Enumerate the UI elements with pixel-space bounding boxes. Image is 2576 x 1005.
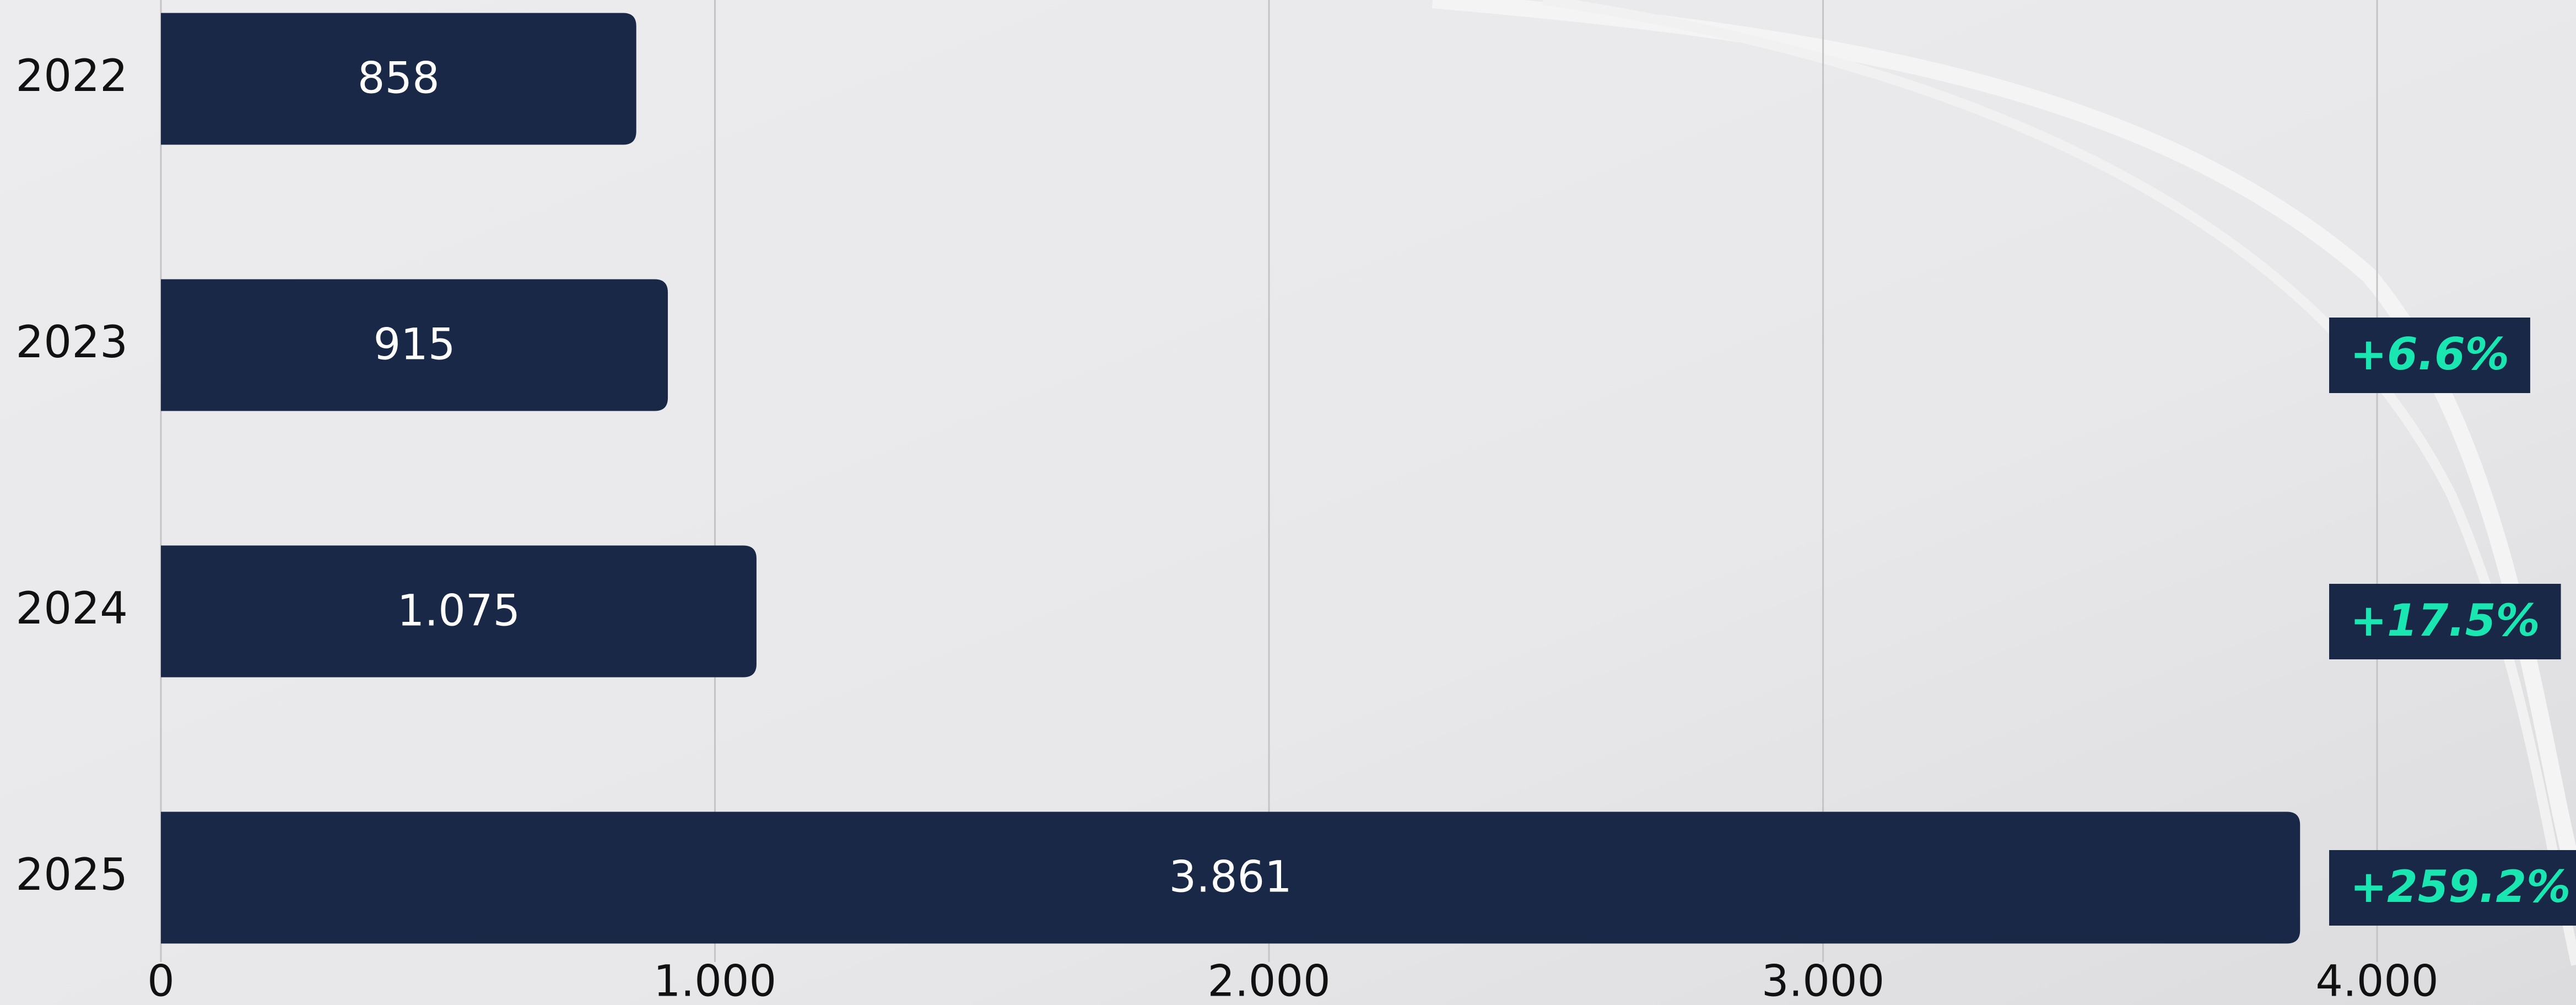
growth-badge: [2329, 318, 2530, 393]
growth-label: +6.6%: [2350, 329, 2509, 380]
x-tick-label: 1.000: [654, 956, 776, 1005]
bar: [161, 811, 2300, 944]
value-label: 1.075: [397, 586, 520, 636]
growth-badge: [2329, 850, 2576, 926]
y-tick-label: 2025: [15, 849, 128, 900]
growth-label: +259.2%: [2350, 861, 2570, 912]
growth-label: +17.5%: [2350, 595, 2540, 646]
y-tick-label: 2022: [15, 50, 128, 101]
bar: [161, 545, 757, 678]
x-tick-label: 3.000: [1762, 956, 1884, 1005]
value-label: 915: [374, 320, 456, 369]
bar: [161, 13, 636, 145]
value-label: 3.861: [1169, 852, 1292, 902]
x-tick-label: 2.000: [1207, 956, 1330, 1005]
value-label: 858: [358, 53, 440, 103]
y-tick-label: 2024: [15, 583, 128, 634]
x-tick-label: 0: [147, 956, 175, 1005]
growth-badge: [2329, 584, 2561, 659]
bar: [161, 279, 668, 411]
y-tick-label: 2023: [15, 316, 128, 368]
x-tick-label: 4.000: [2315, 956, 2438, 1005]
